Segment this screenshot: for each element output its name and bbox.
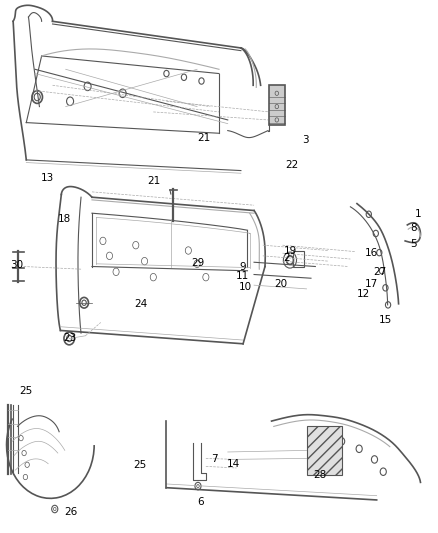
Bar (293, 251, 304, 266)
Text: 29: 29 (191, 259, 205, 268)
Text: 3: 3 (302, 135, 309, 144)
Text: 12: 12 (357, 289, 370, 299)
Text: 18: 18 (58, 214, 71, 223)
Text: 17: 17 (365, 279, 378, 288)
Bar (307, 426, 342, 475)
Text: 25: 25 (134, 460, 147, 470)
Text: 1: 1 (415, 209, 422, 219)
Text: 20: 20 (274, 279, 287, 288)
Text: 6: 6 (197, 497, 204, 507)
Text: 24: 24 (134, 299, 148, 309)
Text: 21: 21 (148, 176, 161, 186)
Text: 5: 5 (410, 239, 417, 249)
Text: 15: 15 (379, 315, 392, 325)
Text: 8: 8 (410, 223, 417, 233)
Text: 27: 27 (374, 267, 387, 277)
Text: 14: 14 (227, 459, 240, 469)
Text: 2: 2 (283, 253, 290, 263)
Bar (269, 85, 285, 125)
Text: 26: 26 (64, 507, 78, 516)
Text: 21: 21 (197, 133, 210, 142)
Text: 10: 10 (239, 282, 252, 292)
Text: 30: 30 (10, 261, 23, 270)
Text: 25: 25 (19, 386, 32, 396)
Text: 23: 23 (64, 334, 77, 343)
Text: 19: 19 (283, 246, 297, 255)
Text: 11: 11 (236, 271, 249, 281)
Text: 22: 22 (285, 160, 298, 170)
Text: 7: 7 (211, 455, 218, 464)
Text: 9: 9 (239, 262, 246, 271)
Text: 28: 28 (313, 471, 326, 480)
Text: 13: 13 (41, 173, 54, 183)
Text: 16: 16 (365, 248, 378, 257)
